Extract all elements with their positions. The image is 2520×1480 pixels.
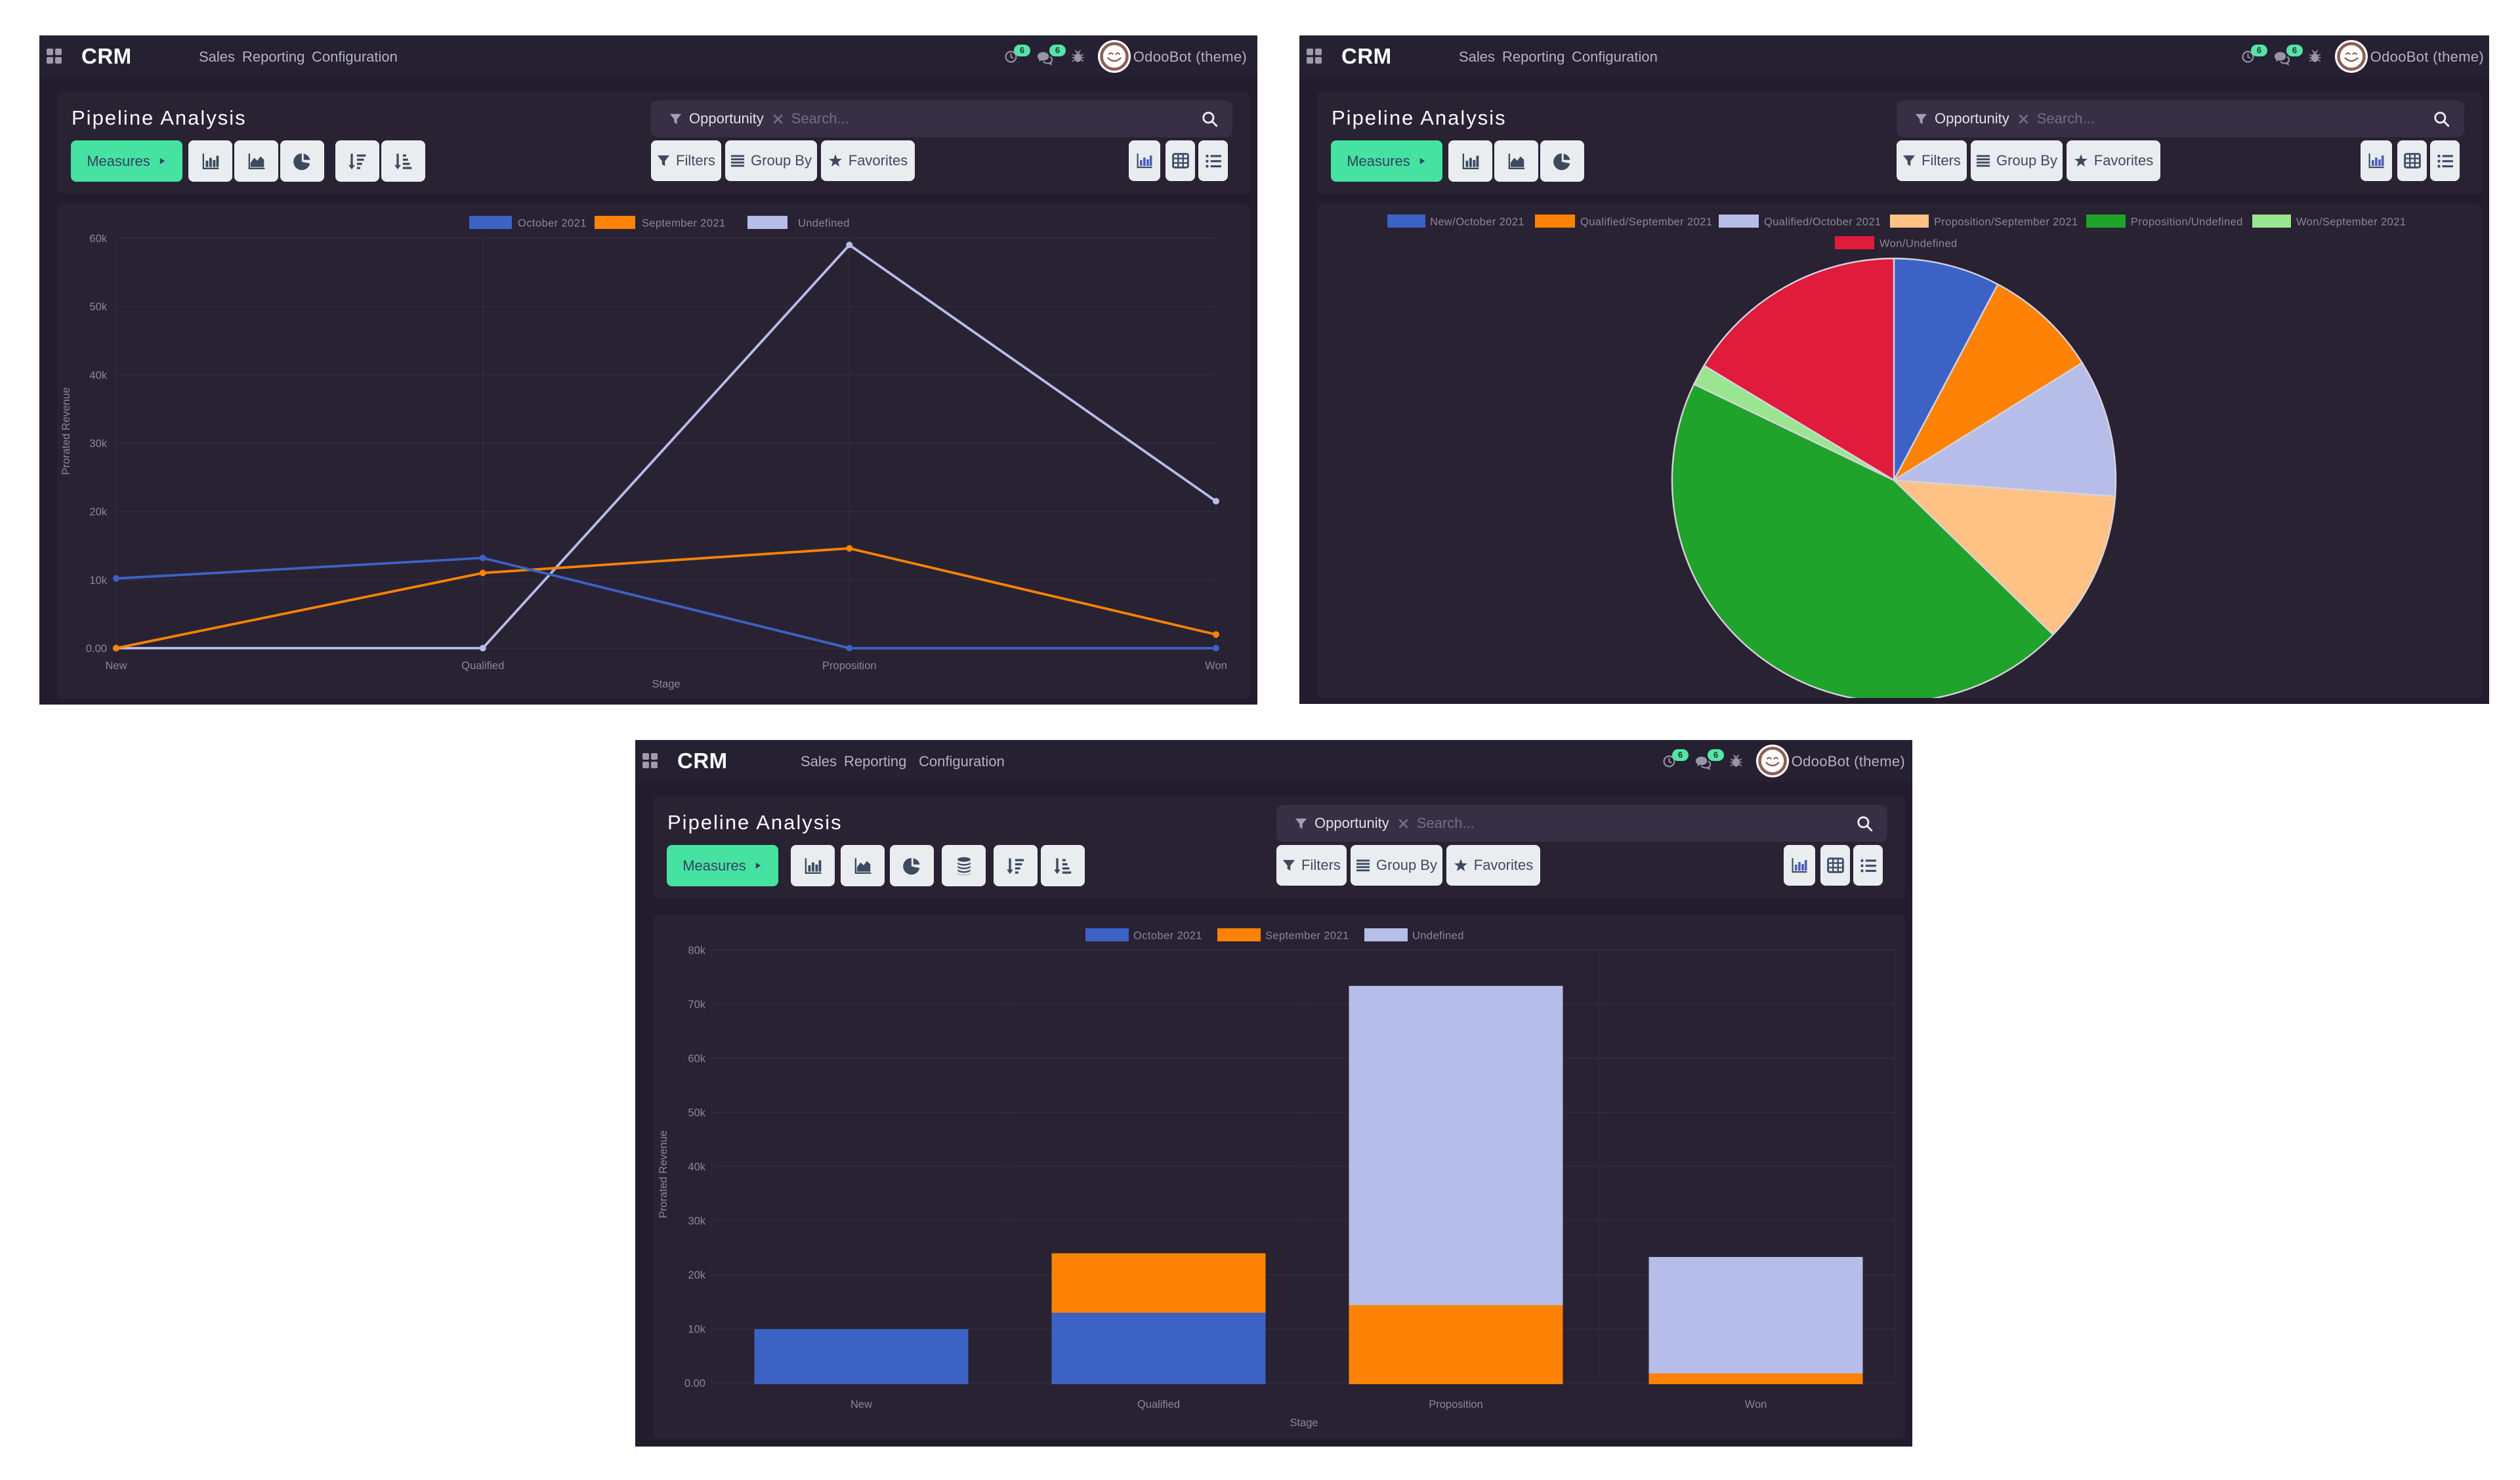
svg-text:New: New xyxy=(850,1399,872,1410)
svg-text:October 2021: October 2021 xyxy=(1133,930,1202,942)
svg-text:40k: 40k xyxy=(89,369,107,381)
svg-text:50k: 50k xyxy=(89,301,107,313)
svg-text:Proposition: Proposition xyxy=(1429,1399,1483,1410)
svg-text:20k: 20k xyxy=(688,1269,705,1281)
svg-text:New: New xyxy=(105,660,127,672)
svg-text:Prorated Revenue: Prorated Revenue xyxy=(60,387,72,475)
svg-text:Won: Won xyxy=(1745,1399,1767,1410)
svg-text:30k: 30k xyxy=(89,438,107,450)
svg-text:September 2021: September 2021 xyxy=(1265,930,1349,942)
svg-text:40k: 40k xyxy=(688,1161,705,1173)
svg-text:0.00: 0.00 xyxy=(684,1378,705,1389)
svg-text:Prorated Revenue: Prorated Revenue xyxy=(658,1130,669,1218)
svg-text:60k: 60k xyxy=(89,233,107,245)
svg-text:Proposition/September 2021: Proposition/September 2021 xyxy=(1934,216,2078,228)
svg-text:80k: 80k xyxy=(688,945,705,956)
svg-text:60k: 60k xyxy=(688,1053,705,1065)
svg-text:October 2021: October 2021 xyxy=(518,218,587,230)
svg-text:70k: 70k xyxy=(688,999,705,1011)
svg-text:Stage: Stage xyxy=(1290,1417,1318,1429)
svg-text:New/October 2021: New/October 2021 xyxy=(1430,216,1524,228)
svg-text:Stage: Stage xyxy=(652,678,680,690)
svg-text:Won: Won xyxy=(1205,660,1227,672)
svg-text:10k: 10k xyxy=(89,575,107,586)
svg-text:Won/September 2021: Won/September 2021 xyxy=(2296,216,2406,228)
svg-text:Qualified: Qualified xyxy=(1137,1399,1180,1410)
svg-text:September 2021: September 2021 xyxy=(642,218,726,230)
svg-text:Undefined: Undefined xyxy=(1412,930,1464,942)
svg-text:Won/Undefined: Won/Undefined xyxy=(1880,238,1958,250)
svg-text:10k: 10k xyxy=(688,1324,705,1336)
svg-text:20k: 20k xyxy=(89,506,107,518)
svg-text:Undefined: Undefined xyxy=(798,218,850,230)
svg-text:Qualified/October 2021: Qualified/October 2021 xyxy=(1764,216,1881,228)
svg-text:50k: 50k xyxy=(688,1107,705,1119)
svg-text:30k: 30k xyxy=(688,1216,705,1227)
svg-text:Proposition: Proposition xyxy=(822,660,877,672)
svg-text:Qualified: Qualified xyxy=(461,660,504,672)
svg-text:Proposition/Undefined: Proposition/Undefined xyxy=(2131,216,2243,228)
svg-text:0.00: 0.00 xyxy=(86,643,107,655)
svg-text:Qualified/September 2021: Qualified/September 2021 xyxy=(1580,216,1712,228)
